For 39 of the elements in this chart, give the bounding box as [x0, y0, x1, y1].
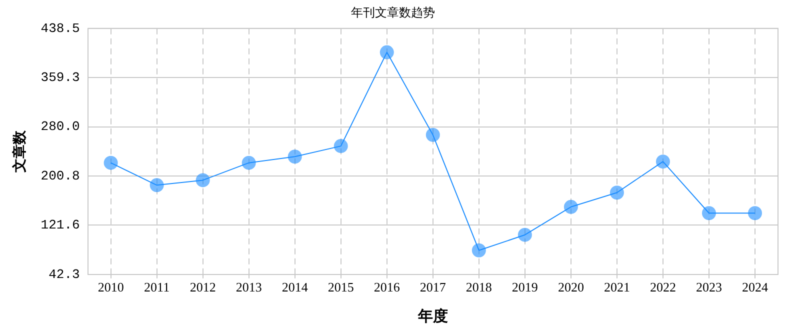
x-tick-label: 2017 [420, 280, 446, 295]
point [334, 139, 348, 154]
x-tick-label: 2015 [328, 280, 354, 295]
y-tick-label: 280.0 [40, 119, 80, 134]
x-axis-title: 年度 [416, 306, 448, 325]
y-tick-label: 121.6 [40, 218, 80, 233]
point [380, 45, 394, 60]
point [656, 154, 670, 169]
point [472, 243, 486, 258]
y-axis-title: 文章数 [11, 129, 28, 174]
x-tick-label: 2013 [236, 280, 262, 295]
x-tick-label: 2016 [374, 280, 400, 295]
x-tick-label: 2021 [604, 280, 630, 295]
point [150, 178, 164, 192]
x-tick-label: 2010 [98, 280, 124, 295]
point [288, 150, 302, 164]
x-tick-label: 2024 [742, 280, 768, 295]
x-tick-label: 2012 [190, 280, 216, 295]
x-tick-label: 2022 [650, 280, 676, 295]
x-tick-label: 2014 [282, 280, 308, 295]
x-tick-label: 2011 [144, 280, 170, 295]
y-tick-label: 200.8 [40, 168, 80, 184]
point [564, 200, 578, 214]
x-tick-label: 2023 [696, 280, 722, 295]
point [426, 128, 440, 142]
point [748, 206, 762, 220]
chart-title: 年刊文章数趋势 [351, 5, 435, 20]
point [518, 228, 532, 242]
point [196, 173, 210, 188]
y-tick-label: 438.5 [40, 20, 80, 36]
y-tick-label: 42.3 [48, 266, 80, 282]
y-tick-label: 359.3 [40, 70, 80, 86]
point [242, 156, 256, 170]
point [104, 156, 118, 170]
x-tick-label: 2018 [466, 280, 492, 295]
x-tick-label: 2019 [512, 280, 538, 295]
point [610, 186, 624, 200]
point [702, 206, 716, 220]
x-tick-label: 2020 [558, 280, 584, 295]
